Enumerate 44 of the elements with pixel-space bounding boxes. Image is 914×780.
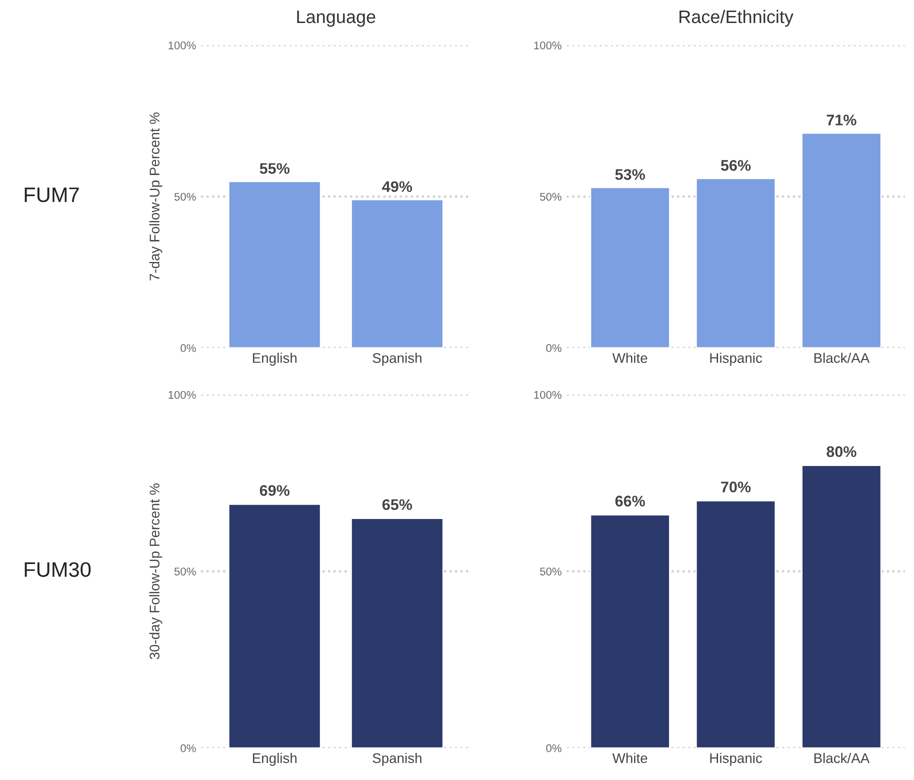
bar	[695, 178, 776, 348]
bar	[695, 500, 776, 748]
y-axis-title: 7-day Follow-Up Percent %	[149, 112, 162, 280]
bar	[590, 514, 670, 748]
y-tick-label: 100%	[534, 390, 562, 399]
bar	[801, 132, 882, 348]
x-tick-label: Hispanic	[710, 352, 762, 366]
data-label: 65%	[382, 499, 412, 510]
x-tick-label: White	[612, 752, 648, 764]
y-tick-label: 50%	[174, 192, 196, 201]
y-tick-label: 0%	[546, 344, 562, 352]
data-label: 55%	[260, 163, 290, 174]
x-tick-label: English	[252, 752, 296, 766]
x-tick-label: Black/AA	[814, 352, 870, 363]
data-label: 53%	[615, 169, 645, 180]
data-label: 56%	[720, 160, 751, 171]
x-tick-label: Hispanic	[710, 752, 762, 766]
x-tick-label: White	[612, 352, 648, 363]
y-tick-label: 0%	[180, 344, 196, 352]
bar	[590, 186, 670, 348]
y-tick-label: 50%	[174, 568, 196, 576]
y-tick-label: 100%	[534, 42, 562, 50]
data-label: 80%	[826, 446, 856, 458]
data-label: 69%	[260, 485, 290, 496]
y-tick-label: 100%	[168, 390, 196, 399]
x-tick-label: Black/AA	[814, 752, 870, 764]
y-axis-title: 30-day Follow-Up Percent %	[149, 483, 162, 660]
text: FUM7	[24, 188, 79, 202]
y-tick-label: 50%	[540, 568, 562, 576]
x-tick-label: Spanish	[372, 352, 422, 366]
bar	[801, 464, 882, 748]
data-label: 70%	[721, 482, 751, 492]
x-tick-label: Spanish	[372, 752, 422, 766]
chart-title: Race/Ethnicity	[680, 10, 794, 27]
text: FUM30	[24, 562, 91, 577]
x-tick-label: English	[252, 352, 296, 366]
data-label: 71%	[826, 114, 856, 126]
y-tick-label: 100%	[168, 42, 196, 50]
chart-title: Language	[297, 10, 376, 27]
data-label: 66%	[615, 496, 645, 506]
y-tick-label: 50%	[540, 192, 562, 201]
data-label: 49%	[382, 181, 412, 192]
y-tick-label: 0%	[546, 744, 562, 752]
y-tick-label: 0%	[180, 744, 196, 752]
